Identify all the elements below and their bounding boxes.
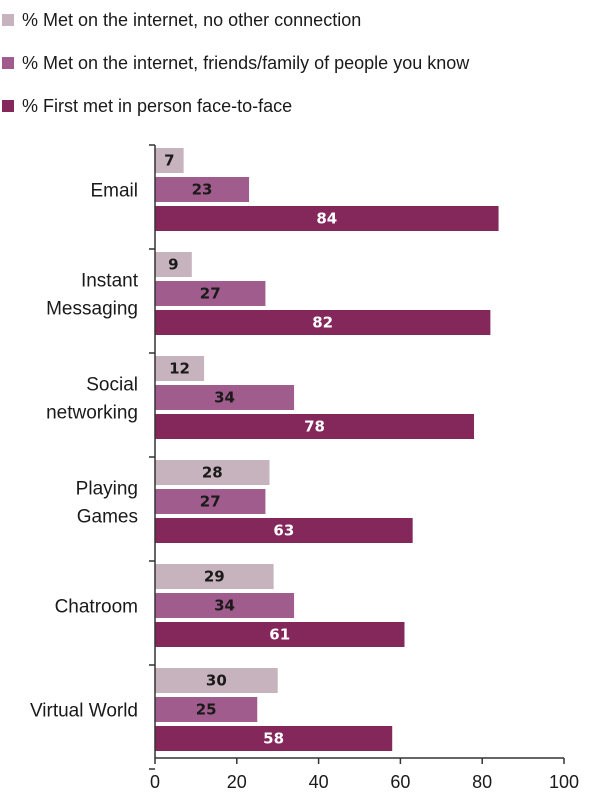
legend-label: % Met on the internet, friends/family of… xyxy=(22,52,470,73)
legend-label: % First met in person face-to-face xyxy=(22,95,293,116)
bar xyxy=(155,148,184,173)
category-label: Email xyxy=(90,181,138,202)
legend-item-no-other-connection: % Met on the internet, no other connecti… xyxy=(2,7,361,33)
bar-value-label: 30 xyxy=(206,672,227,690)
x-tick-label: 40 xyxy=(309,772,329,792)
bar xyxy=(155,593,295,618)
bar xyxy=(155,460,270,485)
category-label: Social networking xyxy=(46,375,138,424)
bar-value-label: 82 xyxy=(312,314,333,332)
bar-value-label: 84 xyxy=(316,210,337,228)
bar xyxy=(155,564,274,589)
category-label: Chatroom xyxy=(55,597,138,618)
bar xyxy=(155,518,413,543)
bar xyxy=(155,489,266,514)
legend-item-face-to-face: % First met in person face-to-face xyxy=(2,93,292,119)
category-label: Instant Messaging xyxy=(46,271,139,320)
bar xyxy=(155,177,250,202)
bar-value-label: 27 xyxy=(200,285,221,303)
bar-value-label: 34 xyxy=(214,597,235,615)
bar-value-label: 28 xyxy=(202,464,223,482)
x-tick-label: 20 xyxy=(227,772,247,792)
bar-value-label: 63 xyxy=(273,522,294,540)
bar-value-label: 27 xyxy=(200,493,221,511)
legend-item-friends-family: % Met on the internet, friends/family of… xyxy=(2,50,469,76)
category-label: Playing Games xyxy=(76,479,138,528)
bar xyxy=(155,281,266,306)
bar-value-label: 58 xyxy=(263,730,284,748)
x-tick-label: 80 xyxy=(472,772,492,792)
bar xyxy=(155,668,278,693)
bar xyxy=(155,726,393,751)
bar xyxy=(155,206,499,231)
bar-value-label: 61 xyxy=(269,626,290,644)
bar-value-label: 9 xyxy=(168,256,178,274)
legend-swatch-icon xyxy=(2,57,14,69)
x-tick-label: 100 xyxy=(549,772,579,792)
bar-value-label: 25 xyxy=(196,701,217,719)
bar xyxy=(155,356,205,381)
bar-value-label: 7 xyxy=(164,152,174,170)
bar-value-label: 29 xyxy=(204,568,225,586)
x-tick-label: 60 xyxy=(390,772,410,792)
bar-value-label: 34 xyxy=(214,389,235,407)
category-label: Virtual World xyxy=(30,701,138,722)
bar-value-label: 12 xyxy=(169,360,190,378)
bar xyxy=(155,622,405,647)
legend-swatch-icon xyxy=(2,14,14,26)
bar xyxy=(155,385,295,410)
legend-label: % Met on the internet, no other connecti… xyxy=(22,9,362,30)
bar-value-label: 78 xyxy=(304,418,325,436)
bar xyxy=(155,697,258,722)
bar xyxy=(155,252,192,277)
legend-swatch-icon xyxy=(2,100,14,112)
x-tick-label: 0 xyxy=(150,772,160,792)
bar xyxy=(155,414,475,439)
bar-value-label: 23 xyxy=(192,181,213,199)
bar xyxy=(155,310,491,335)
